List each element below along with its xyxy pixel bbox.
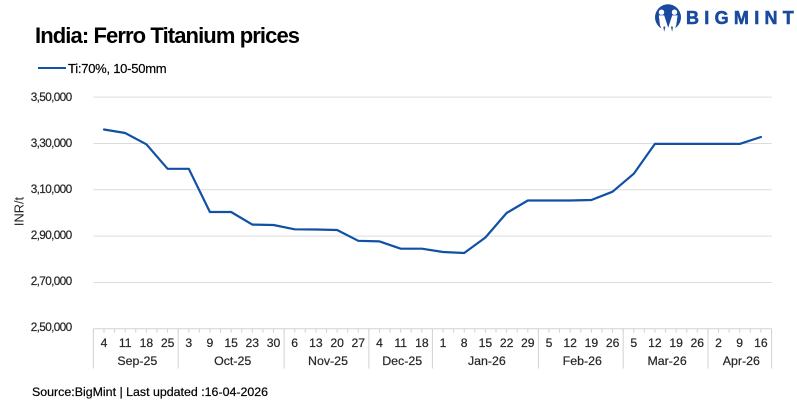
svg-text:BIGMINT: BIGMINT — [686, 8, 797, 28]
